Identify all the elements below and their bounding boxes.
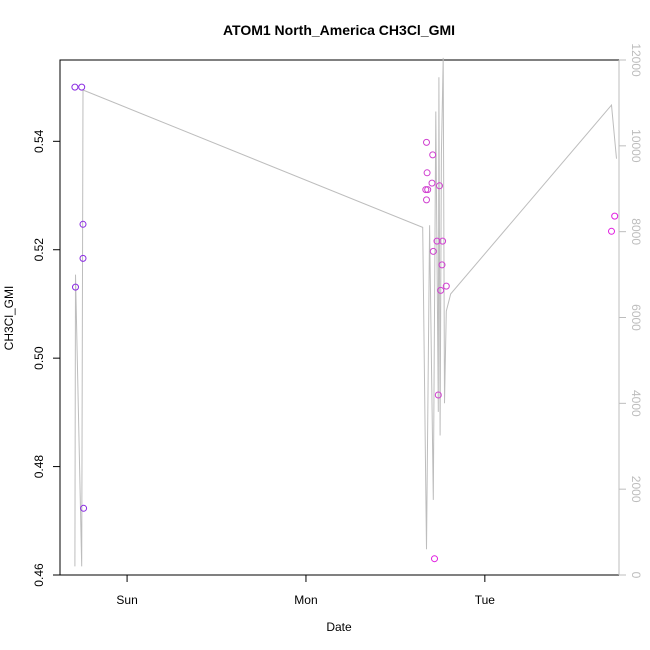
data-point: [79, 254, 87, 262]
data-point: [434, 391, 442, 399]
y-axis-right: 0 2000 4000 6000 8000 10000 12000: [618, 43, 643, 579]
points-layer: [71, 83, 619, 563]
data-point: [423, 196, 430, 204]
data-point: [423, 169, 431, 177]
y-right-tick-label: 8000: [629, 218, 643, 245]
y-right-tick-label: 4000: [629, 390, 643, 417]
y-right-tick-label: 10000: [629, 129, 643, 163]
y-right-tick-label: 2000: [629, 476, 643, 503]
y-right-tick-label: 12000: [629, 43, 643, 77]
data-point: [79, 220, 87, 228]
data-point: [429, 151, 437, 159]
x-axis: Sun Mon Tue: [116, 574, 496, 607]
data-point: [608, 227, 615, 235]
x-axis-label: Date: [326, 620, 352, 634]
data-point: [428, 179, 436, 187]
data-point: [431, 555, 438, 563]
data-point: [611, 212, 619, 220]
chart-title: ATOM1 North_America CH3Cl_GMI: [223, 22, 455, 38]
data-point: [437, 286, 445, 294]
x-tick-label: Sun: [116, 593, 137, 607]
y-tick-label: 0.48: [32, 455, 46, 479]
data-point: [423, 138, 430, 146]
y-right-tick-label: 0: [629, 572, 643, 579]
y-tick-label: 0.52: [32, 238, 46, 262]
x-tick-label: Tue: [475, 593, 496, 607]
y-tick-label: 0.50: [32, 346, 46, 370]
data-point: [438, 261, 446, 269]
data-point: [429, 247, 437, 255]
concentration-line-layer: [74, 57, 617, 567]
concentration-line: [74, 57, 617, 567]
data-point: [442, 282, 450, 290]
y-tick-label: 0.46: [32, 563, 46, 587]
y-tick-label: 0.54: [32, 129, 46, 153]
data-point: [78, 83, 86, 91]
data-point: [436, 182, 443, 190]
data-point: [71, 83, 79, 91]
y-axis-label: CH3Cl_GMI: [2, 286, 16, 351]
data-point: [424, 186, 432, 194]
y-right-tick-label: 6000: [629, 304, 643, 331]
x-tick-label: Mon: [294, 593, 317, 607]
data-point: [80, 504, 88, 512]
y-axis-left: 0.46 0.48 0.50 0.52 0.54: [32, 129, 61, 587]
data-point: [72, 283, 79, 291]
data-point: [439, 237, 447, 245]
data-point: [422, 186, 430, 194]
plot-frame: [59, 59, 620, 576]
